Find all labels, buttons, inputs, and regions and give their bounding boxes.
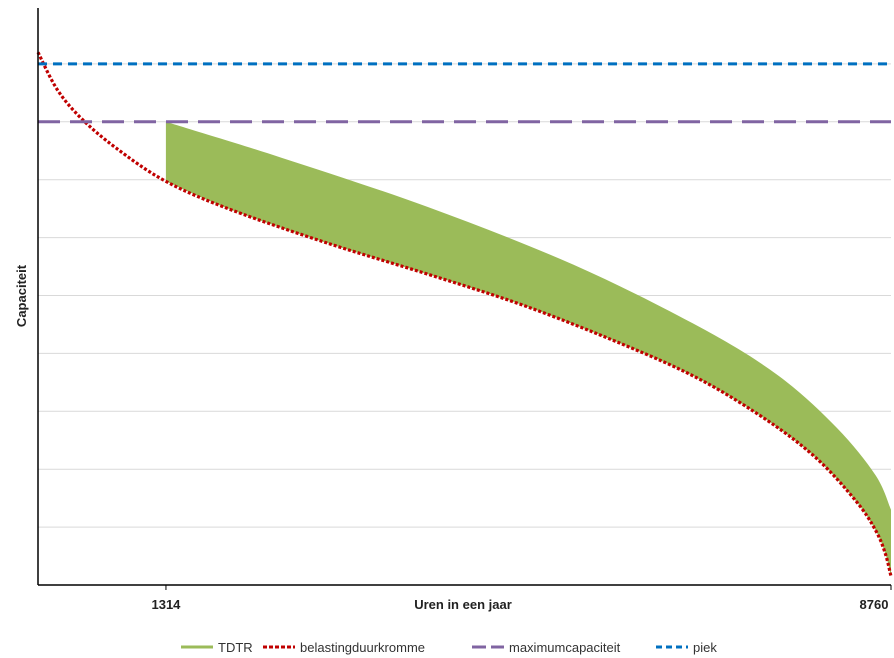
series-tdtr-area [165, 121, 891, 577]
legend-label: piek [693, 640, 717, 655]
x-ticks: 1314 8760 [151, 585, 892, 612]
x-axis-title: Uren in een jaar [414, 597, 512, 612]
axes [37, 8, 891, 586]
legend-label: belastingduurkromme [300, 640, 425, 655]
x-tick-label: 8760 [860, 597, 889, 612]
x-tick-label: 1314 [151, 597, 181, 612]
legend-label: maximumcapaciteit [509, 640, 621, 655]
legend-label: TDTR [218, 640, 253, 655]
series-layer [36, 51, 893, 577]
y-axis-title: Capaciteit [14, 264, 29, 327]
legend: TDTR belastingduurkromme maximumcapaciteit… [181, 640, 717, 655]
series-belastingduurkromme-line [36, 51, 893, 577]
